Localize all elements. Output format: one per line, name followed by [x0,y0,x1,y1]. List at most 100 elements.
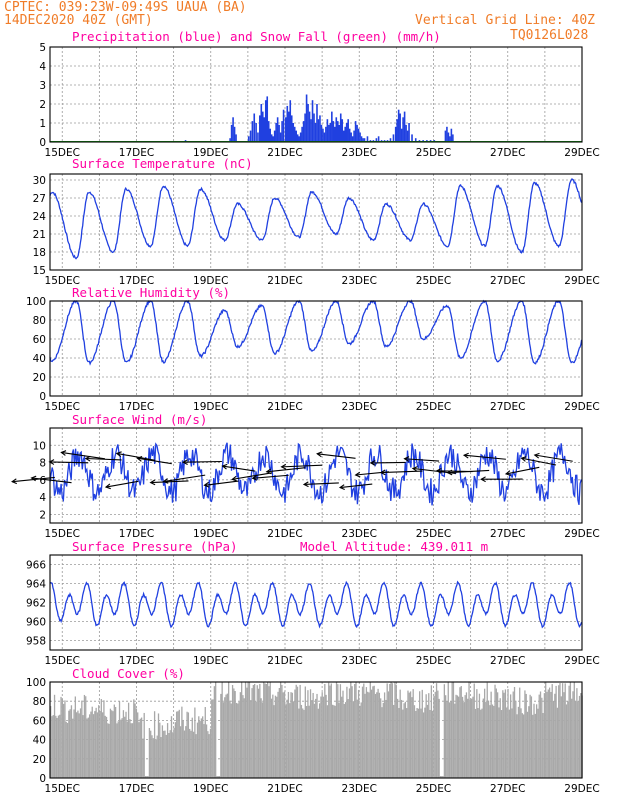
precip-bar [403,111,406,142]
cloud-bar [463,702,465,778]
precip-frame [49,46,583,143]
wind-arrow [137,457,172,465]
precip-bar [319,115,321,142]
cloud-bar [383,692,386,778]
wind-arrow-head [84,455,91,462]
cloud-bar [303,709,305,778]
precip-bar [326,119,329,142]
wind-arrow [183,460,222,463]
cloud-bar [101,712,104,778]
pressure-ytick: 964 [26,579,46,591]
cloud-bar [422,712,425,778]
cloud-bar [126,721,128,778]
cloud-bar [53,694,56,778]
cloud-xtick: 19DEC [193,783,228,795]
cloud-bar [130,723,132,778]
cloud-bar [515,700,517,778]
wind-arrow [317,453,356,459]
rh-ytick: 80 [33,315,46,327]
cloud-bar [493,705,495,778]
wind-arrow [281,464,323,468]
temp-xtick: 21DEC [267,275,302,287]
precip-bar [342,130,345,142]
cloud-ytick: 40 [33,735,46,747]
precip-bar [304,113,306,142]
cloud-bar [313,703,316,778]
cloud-bar [325,694,327,778]
cloud-bar [118,701,121,778]
cloud-bar [421,689,423,778]
cloud-bar [428,693,430,778]
cloud-bar [359,705,361,778]
wind-arrow-head [435,467,442,474]
precip-bar [332,121,335,142]
precip-bar [276,117,279,142]
cloud-bar [408,692,410,778]
cloud-bar [417,708,420,778]
cloud-bar [277,691,279,778]
cloud-bar [565,704,568,778]
wind-xtick: 15DEC [45,528,80,540]
cloud-bar [156,735,158,778]
cloud-bar [361,686,364,778]
precip-bar [305,94,308,142]
precip-bar [289,100,292,142]
precip-bar [414,138,417,142]
cloud-bar [195,734,197,778]
precip-bar [351,136,354,142]
cloud-bar [368,692,370,778]
precip-bar [320,124,323,142]
cloud-bar [406,708,408,778]
cloud-bar [69,709,71,778]
cloud-bar [312,692,314,778]
cloud-bar [513,686,516,778]
precip-bar [275,123,277,142]
cloud-bar [91,706,93,778]
cloud-bar [94,711,96,778]
cloud-bar [157,713,160,778]
cloud-bar [311,700,313,778]
cloud-bar [179,726,182,778]
wind-arrow-head [533,452,540,459]
cloud-bar [320,696,322,778]
cloud-bar [425,694,427,778]
cloud-bar [403,703,405,778]
precip-xtick: 27DEC [490,147,525,159]
rh-xtick: 21DEC [267,401,302,413]
cloud-bar [90,711,92,778]
wind-arrow-head [379,469,386,476]
cloud-bar [298,708,300,778]
pressure-frame [49,554,583,651]
precip-bar [359,132,361,142]
cloud-bar [51,716,53,778]
wind-xtick: 21DEC [267,528,302,540]
precip-xtick: 25DEC [416,147,451,159]
cloud-bar [534,713,536,778]
cloud-bar [503,692,505,778]
cloud-bar [316,693,318,778]
cloud-bar [561,683,564,778]
cloud-bar [556,707,559,778]
cloud-bar [226,693,229,778]
cloud-bar [412,689,414,778]
cloud-bar [82,715,84,778]
cloud-bar [304,686,306,778]
precip-bar [406,130,409,142]
cloud-bar [328,682,330,778]
cloud-ytick: 80 [33,696,46,708]
cloud-xtick: 27DEC [490,783,525,795]
cloud-bar [338,702,340,778]
cloud-bar [247,682,249,778]
cloud-bar [326,705,329,778]
cloud-bar [221,682,223,778]
cloud-bar [65,721,67,778]
wind-arrow [266,467,306,473]
cloud-bar [572,691,574,778]
cloud-bar [70,705,73,778]
cloud-bar [413,705,416,778]
wind-arrow-head [446,469,453,476]
cloud-bar [537,708,539,778]
cloud-bar [55,715,57,778]
cloud-panel: 0 20 40 60 80 100 15DEC 17DEC 19DEC 21DEC 23DEC 25D… [26,677,600,795]
cloud-bar [112,711,114,778]
